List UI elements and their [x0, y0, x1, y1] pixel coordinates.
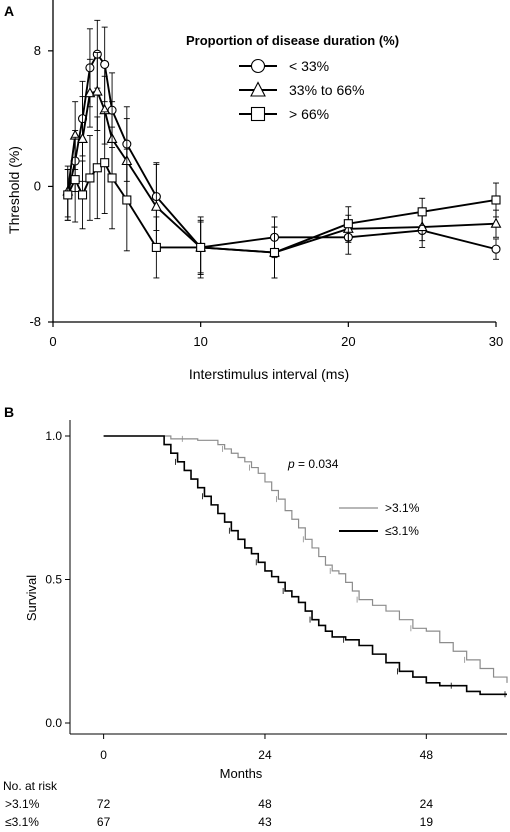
p-value-text: = 0.034	[295, 457, 339, 471]
data-point	[100, 59, 110, 69]
x-tick-label: 30	[489, 334, 503, 349]
y-tick-label: 8	[34, 43, 41, 58]
data-point	[91, 85, 103, 96]
data-point	[490, 217, 502, 228]
y-tick-label: 0.0	[45, 716, 62, 730]
panel-b-legend: >3.1% ≤3.1%	[339, 501, 420, 538]
panel-b-label: B	[4, 404, 14, 420]
p-value-symbol: p	[287, 457, 295, 471]
x-tick-label: 0	[100, 748, 107, 762]
risk-value: 67	[97, 815, 111, 829]
x-tick-label: 48	[420, 748, 434, 762]
legend-marker	[250, 81, 266, 97]
legend-label: 33% to 66%	[289, 82, 365, 98]
data-point	[122, 195, 132, 205]
panel-b-plot	[103, 435, 508, 698]
panel-a: A 0 10 20 30 -8 0 8 Interstimulus interval (ms…	[4, 0, 503, 382]
data-point	[100, 158, 110, 168]
series-square	[63, 111, 501, 279]
panel-b-axes	[69, 420, 507, 735]
data-point	[70, 175, 80, 185]
risk-value: 43	[258, 815, 272, 829]
legend-label: ≤3.1%	[385, 524, 419, 538]
panel-a-legend: Proportion of disease duration (%) < 33%…	[186, 33, 399, 122]
series-triangle	[62, 52, 502, 279]
data-point	[416, 220, 428, 232]
panel-a-ticks: 0 10 20 30 -8 0 8	[29, 43, 503, 349]
legend-marker	[250, 106, 266, 122]
risk-row-label: ≤3.1%	[5, 815, 39, 829]
y-tick-label: 0	[34, 178, 41, 193]
legend-label: >3.1%	[385, 501, 420, 515]
survival-curve	[103, 435, 507, 696]
panel-b: B 0 24 48 0.0 0.5 1.0 Months Survival p = 0.0…	[3, 404, 508, 829]
data-point	[417, 207, 427, 217]
panel-b-x-axis-label: Months	[220, 766, 263, 781]
legend-marker	[250, 58, 266, 74]
risk-value: 48	[258, 797, 272, 811]
data-point	[107, 173, 117, 183]
survival-curve	[103, 435, 508, 683]
legend-label: < 33%	[289, 58, 329, 74]
risk-value: 24	[420, 797, 434, 811]
data-point	[151, 242, 161, 252]
panel-b-ticks: 0 24 48 0.0 0.5 1.0	[45, 429, 433, 762]
risk-table: No. at risk >3.1% 72 48 24 ≤3.1% 67 43 19	[3, 779, 433, 829]
series-circle	[63, 19, 501, 275]
data-point	[491, 195, 501, 205]
y-tick-label: 1.0	[45, 429, 62, 443]
data-point	[491, 244, 501, 254]
legend-label: > 66%	[289, 106, 329, 122]
x-tick-label: 24	[258, 748, 272, 762]
panel-a-y-axis-label: Threshold (%)	[6, 146, 22, 234]
risk-table-rows: >3.1% 72 48 24 ≤3.1% 67 43 19	[5, 797, 433, 829]
data-point	[63, 190, 73, 200]
series-line	[66, 161, 497, 254]
data-point	[343, 219, 353, 229]
data-point	[84, 87, 96, 98]
p-value-annotation: p = 0.034	[287, 457, 339, 471]
data-point	[150, 200, 162, 211]
panel-a-label: A	[4, 3, 14, 19]
data-point	[77, 132, 88, 144]
legend-title: Proportion of disease duration (%)	[186, 33, 399, 48]
data-point	[85, 173, 95, 183]
panel-a-plot	[62, 19, 502, 279]
data-point	[269, 247, 280, 258]
x-tick-label: 20	[341, 334, 355, 349]
data-point	[196, 242, 206, 252]
panel-b-y-axis-label: Survival	[24, 575, 39, 621]
x-tick-label: 10	[193, 334, 207, 349]
y-tick-label: -8	[29, 314, 41, 329]
legend-entries: < 33% 33% to 66% > 66%	[239, 58, 365, 122]
x-tick-label: 0	[49, 334, 56, 349]
risk-value: 19	[420, 815, 434, 829]
series-line	[66, 90, 497, 254]
risk-table-title: No. at risk	[3, 779, 58, 793]
y-tick-label: 0.5	[45, 573, 62, 587]
risk-value: 72	[97, 797, 111, 811]
panel-a-axes	[52, 0, 496, 323]
panel-a-x-axis-label: Interstimulus interval (ms)	[189, 366, 349, 382]
series-line	[66, 52, 497, 251]
risk-row-label: >3.1%	[5, 797, 40, 811]
data-point	[77, 190, 88, 200]
data-point	[92, 163, 102, 173]
